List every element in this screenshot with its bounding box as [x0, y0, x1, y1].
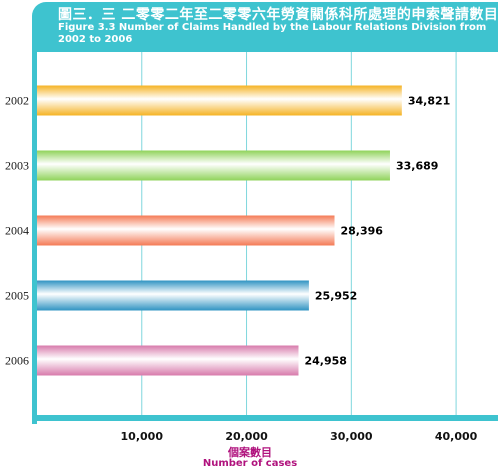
x-axis-label-chinese: 個案數目	[228, 446, 272, 459]
labels: 10,000 20,000 30,000 40,000 2002 34,821 2003 33…	[5, 94, 478, 444]
value-label-2005: 25,952	[315, 290, 357, 303]
value-label-2003: 33,689	[396, 160, 438, 173]
x-tick-label-20000: 20,000	[225, 430, 268, 443]
x-tick-label-30000: 30,000	[330, 430, 373, 443]
bar-2002	[37, 85, 402, 116]
bars	[37, 85, 402, 376]
value-label-2004: 28,396	[341, 225, 384, 238]
category-label-2003: 2003	[5, 159, 29, 173]
title-banner	[32, 2, 498, 52]
x-axis-label-english: Number of cases	[202, 458, 298, 469]
bar-2003	[37, 150, 390, 181]
chart-title-english: Figure 3.3 Number of Claims Handled by t…	[58, 22, 487, 45]
bar-2006	[37, 345, 299, 376]
x-tick-label-40000: 40,000	[435, 430, 478, 443]
category-label-2005: 2005	[5, 289, 29, 303]
x-axis-bar	[32, 415, 498, 421]
y-axis-bar	[32, 52, 37, 424]
value-label-2002: 34,821	[408, 95, 450, 108]
bar-2005	[37, 280, 309, 311]
x-tick-label-10000: 10,000	[121, 430, 164, 443]
bar-2004	[37, 215, 335, 246]
value-label-2006: 24,958	[304, 355, 346, 368]
category-label-2002: 2002	[5, 94, 29, 108]
category-label-2004: 2004	[5, 224, 29, 238]
chart-title-chinese: 圖三．三 二零零二年至二零零六年勞資關係科所處理的申索聲請數目	[58, 7, 499, 23]
category-label-2006: 2006	[5, 354, 29, 368]
